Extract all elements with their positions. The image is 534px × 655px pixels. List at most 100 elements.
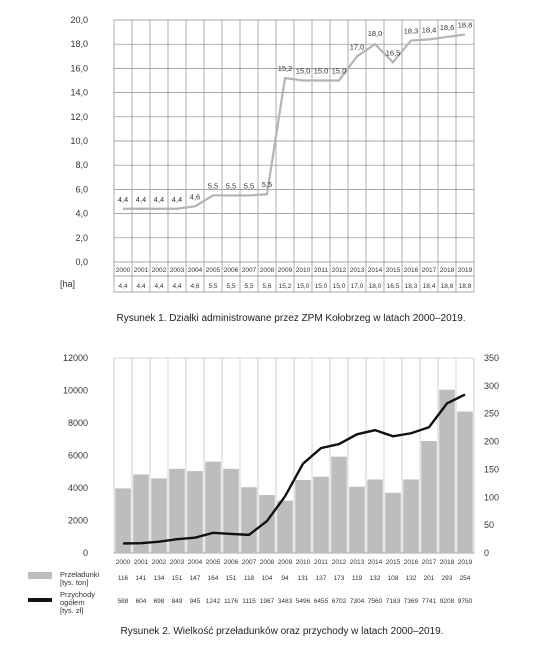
fig2-revenue-line [122, 393, 466, 545]
fig2-left-tick-label: 12000 [63, 353, 88, 363]
fig2-bar [187, 471, 203, 553]
fig1-table-value: 17,0 [351, 283, 364, 290]
fig2-table-bar-value: 119 [352, 575, 363, 582]
fig2-legend-label-line: ogółem [60, 598, 85, 607]
fig2-bar [115, 488, 131, 553]
fig2-bar [133, 474, 149, 553]
fig1-year-label: 2001 [134, 267, 149, 274]
fig1-y-ticks: 0,0 2,0 4,0 6,0 8,0 10,0 12,0 14,0 16,0 18,0 20,0 [70, 15, 88, 267]
fig2-table-line-value: 6455 [314, 598, 329, 605]
fig1-table-value: 18,8 [459, 283, 472, 290]
fig2-right-tick-label: 250 [484, 409, 499, 419]
fig1-year-label: 2003 [170, 267, 185, 274]
fig2-right-tick-label: 150 [484, 464, 499, 474]
fig2-right-tick-label: 50 [484, 520, 494, 530]
fig1-data-label: 4,4 [172, 195, 182, 204]
fig2-right-tick-label: 100 [484, 492, 499, 502]
fig1-table-value: 5,5 [226, 283, 235, 290]
fig1-year-label: 2012 [332, 267, 347, 274]
fig2-year-label: 2019 [458, 559, 473, 566]
fig2-year-label: 2012 [332, 559, 347, 566]
fig1-data-label: 17,0 [350, 42, 365, 51]
fig2-table-bar-value: 254 [460, 575, 471, 582]
fig1-year-label: 2011 [314, 267, 328, 274]
fig1-year-label: 2006 [224, 267, 239, 274]
fig2-year-label: 2015 [386, 559, 401, 566]
fig1-unit-label: [ha] [60, 279, 75, 289]
fig2-bar [259, 495, 275, 553]
fig2-grid [113, 357, 475, 554]
fig2-left-tick-label: 10000 [63, 386, 88, 396]
fig2-right-y-ticks: 0 50 100 150 200 250 300 350 [484, 353, 499, 558]
fig2-table-bar-value: 151 [226, 575, 237, 582]
fig1-y-tick-label: 0,0 [75, 257, 88, 267]
fig2-table: Przeładunki[tys. ton] Przychodyogółem[tys… [28, 570, 473, 615]
fig1-y-tick-label: 18,0 [70, 39, 88, 49]
fig2-left-tick-label: 8000 [68, 418, 88, 428]
fig2-table-bar-value: 151 [172, 575, 183, 582]
fig2-bar [151, 478, 167, 553]
fig2-table-bar-value: 173 [334, 575, 345, 582]
fig2-table-bar-value: 132 [406, 575, 417, 582]
fig1-year-label: 2004 [188, 267, 203, 274]
fig2-year-label: 2000 [116, 559, 131, 566]
fig2-year-label: 2005 [206, 559, 221, 566]
fig2-legend-line-swatch [28, 598, 52, 602]
fig2-bar [349, 486, 365, 553]
fig1-table-value: 16,5 [387, 283, 400, 290]
fig2-year-label: 2011 [314, 559, 328, 566]
fig1-year-label: 2018 [440, 267, 455, 274]
fig2-left-tick-label: 6000 [68, 451, 88, 461]
fig2-table-line-value: 1967 [260, 598, 275, 605]
fig1-data-label: 15,0 [296, 67, 311, 76]
figure-2: 0 2000 4000 6000 8000 10000 12000 0 50 100 150 200… [28, 353, 499, 637]
fig2-bar [403, 479, 419, 553]
fig1-data-labels: 4,4 4,4 4,4 4,4 4,65,5 5,5 5,5 5,515,2 15,0 15,0 1… [118, 21, 473, 204]
fig2-table-line-value: 7304 [350, 598, 365, 605]
fig1-data-label: 18,0 [368, 29, 383, 38]
fig2-year-label: 2016 [404, 559, 419, 566]
fig1-table-value: 15,0 [315, 283, 328, 290]
fig2-table-line-value: 6702 [332, 598, 347, 605]
fig2-bar [457, 411, 473, 553]
fig1-table-value: 4,4 [118, 283, 127, 290]
fig2-year-label: 2001 [134, 559, 149, 566]
fig2-right-tick-label: 0 [484, 548, 489, 558]
fig2-table-bar-value: 116 [118, 575, 129, 582]
fig1-table-value: 4,4 [154, 283, 163, 290]
fig2-legend-label-line: Przychody [60, 590, 95, 599]
fig2-bar [367, 479, 383, 553]
fig2-right-tick-label: 350 [484, 353, 499, 363]
fig2-table-line-value: 9750 [458, 598, 473, 605]
fig2-right-tick-label: 300 [484, 381, 499, 391]
fig2-table-bar-value: 164 [208, 575, 219, 582]
fig2-table-bar-value: 201 [424, 575, 435, 582]
fig2-bar [439, 389, 455, 553]
fig1-table-value: 5,5 [244, 283, 253, 290]
fig2-year-label: 2009 [278, 559, 293, 566]
fig2-year-label: 2017 [422, 559, 437, 566]
fig2-left-tick-label: 4000 [68, 483, 88, 493]
fig1-data-label: 18,8 [458, 21, 473, 30]
fig2-table-bar-value: 108 [388, 575, 399, 582]
fig1-data-label: 4,4 [154, 195, 164, 204]
fig1-table-value: 18,4 [423, 283, 436, 290]
fig2-year-label: 2013 [350, 559, 365, 566]
fig2-table-line-value: 1115 [242, 598, 256, 605]
fig1-data-label: 18,6 [440, 23, 455, 32]
fig2-table-line-value: 945 [190, 598, 201, 605]
fig1-table-value: 4,6 [190, 283, 199, 290]
fig2-table-bar-value: 137 [316, 575, 327, 582]
fig1-table-value: 18,3 [405, 283, 418, 290]
fig1-data-label: 5,5 [208, 181, 218, 190]
fig1-data-label: 15,0 [314, 67, 329, 76]
fig1-year-label: 2010 [296, 267, 311, 274]
fig2-year-label: 2007 [242, 559, 257, 566]
fig2-table-line-value: 9208 [440, 598, 455, 605]
fig2-year-label: 2002 [152, 559, 167, 566]
fig1-year-label: 2008 [260, 267, 275, 274]
fig1-table-value: 15,2 [279, 283, 292, 290]
fig2-caption: Rysunek 2. Wielkość przeładunków oraz pr… [121, 626, 444, 637]
fig1-data-label: 15,2 [278, 64, 293, 73]
fig2-bar [205, 461, 221, 553]
